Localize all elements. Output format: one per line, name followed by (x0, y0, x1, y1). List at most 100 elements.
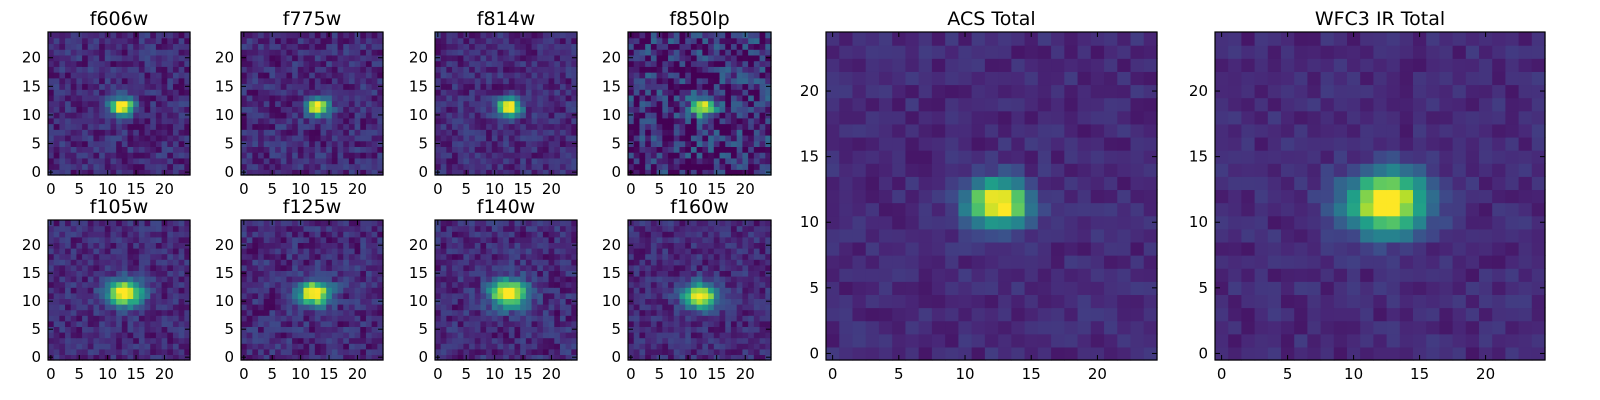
heatmap-cell (286, 242, 293, 249)
y-tick-label: 10 (409, 106, 428, 124)
heatmap-cell (286, 106, 293, 113)
heatmap-cell (542, 326, 550, 333)
heatmap-cell (150, 106, 157, 113)
heatmap-cell (673, 348, 681, 355)
heatmap-cell (656, 54, 663, 62)
heatmap-cell (673, 89, 681, 96)
heatmap-cell (662, 140, 669, 147)
heatmap-cell (759, 343, 766, 350)
heatmap-cell (269, 309, 276, 316)
heatmap-cell (554, 77, 561, 85)
heatmap-cell (765, 292, 772, 299)
heatmap-cell (292, 315, 299, 322)
heatmap-cell (559, 348, 567, 355)
heatmap-cell (554, 94, 561, 102)
heatmap-cell (348, 43, 356, 50)
heatmap-cell (491, 54, 499, 62)
heatmap-cell (314, 248, 322, 255)
heatmap-cell (491, 77, 499, 85)
heatmap-cell (269, 332, 276, 339)
heatmap-cell (753, 77, 761, 85)
heatmap-cell (65, 236, 72, 243)
heatmap-cell (167, 298, 174, 305)
heatmap-cell (748, 77, 755, 85)
heatmap-cell (457, 270, 464, 277)
heatmap-cell (354, 94, 361, 102)
heatmap-cell (354, 72, 361, 79)
heatmap-cell (531, 231, 538, 238)
heatmap-cell (65, 326, 72, 333)
heatmap-cell (121, 242, 129, 249)
y-tick-label: 5 (418, 135, 428, 153)
heatmap-cell (263, 123, 270, 130)
heatmap-cell (286, 77, 293, 85)
heatmap-cell (565, 89, 572, 96)
heatmap-cell (326, 287, 333, 294)
heatmap-cell (719, 287, 726, 294)
heatmap-cell (662, 281, 669, 288)
heatmap-cell (93, 32, 100, 39)
heatmap-cell (753, 169, 761, 176)
heatmap-cell (59, 287, 66, 294)
heatmap-cell (491, 236, 499, 243)
heatmap-cell (76, 43, 83, 50)
heatmap-cell (457, 146, 464, 153)
heatmap-cell (690, 276, 698, 283)
heatmap-cell (491, 248, 499, 255)
heatmap-cell (331, 281, 339, 288)
heatmap-cell (725, 152, 732, 159)
heatmap-cell (571, 320, 578, 327)
heatmap-cell (673, 320, 681, 327)
heatmap-cell (82, 332, 89, 339)
heatmap-cell (725, 117, 732, 125)
heatmap-cell (474, 337, 482, 344)
heatmap-cell (320, 242, 327, 249)
heatmap-cell (184, 152, 191, 159)
heatmap-cell (133, 43, 140, 50)
heatmap-cell (708, 146, 715, 153)
heatmap-cell (65, 49, 72, 56)
heatmap-cell (172, 292, 180, 299)
heatmap-cell (286, 309, 293, 316)
heatmap-cell (121, 134, 129, 142)
heatmap-cell (503, 298, 510, 305)
heatmap-cell (59, 89, 66, 96)
heatmap-cell (486, 37, 493, 45)
heatmap-cell (99, 343, 106, 350)
heatmap-cell (59, 123, 66, 130)
heatmap-cell (331, 236, 339, 243)
heatmap-cell (719, 83, 726, 90)
heatmap-cell (246, 225, 253, 232)
heatmap-cell (639, 72, 646, 79)
heatmap-cell (452, 54, 459, 62)
heatmap-cell (99, 348, 106, 355)
heatmap-cell (297, 264, 305, 271)
heatmap-cell (708, 326, 715, 333)
heatmap-cell (110, 292, 117, 299)
heatmap-cell (371, 220, 378, 227)
heatmap-cell (314, 326, 322, 333)
heatmap-cell (730, 32, 738, 39)
heatmap-cell (138, 231, 146, 238)
heatmap-cell (645, 298, 652, 305)
heatmap-cell (452, 304, 459, 311)
heatmap-cell (719, 43, 726, 50)
heatmap-cell (469, 287, 476, 294)
heatmap-cell (246, 298, 253, 305)
heatmap-cell (668, 43, 675, 50)
heatmap-cell (713, 287, 721, 294)
heatmap-cell (241, 49, 248, 56)
heatmap-cell (742, 66, 749, 73)
heatmap-cell (371, 157, 378, 165)
heatmap-cell (314, 77, 322, 85)
heatmap-cell (93, 100, 100, 107)
heatmap-cell (110, 337, 117, 344)
heatmap-cell (178, 287, 185, 294)
heatmap-cell (565, 60, 572, 67)
heatmap-cell (377, 100, 384, 107)
heatmap-cell (246, 287, 253, 294)
heatmap-cell (184, 281, 191, 288)
heatmap-cell (565, 54, 572, 62)
heatmap-cell (343, 32, 350, 39)
heatmap-cell (99, 242, 106, 249)
